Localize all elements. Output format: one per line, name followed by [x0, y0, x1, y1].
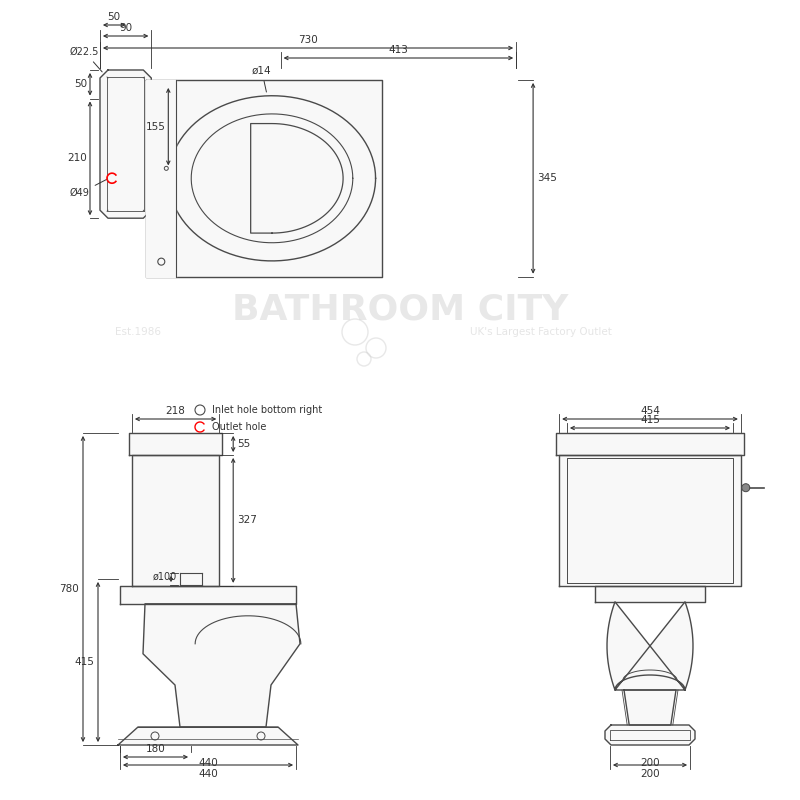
Text: ø100: ø100 — [153, 572, 177, 582]
Text: 50: 50 — [74, 79, 87, 90]
Polygon shape — [556, 433, 744, 455]
Text: 413: 413 — [389, 45, 408, 55]
Polygon shape — [129, 433, 222, 455]
Text: Ø49: Ø49 — [70, 179, 106, 198]
Text: BATHROOM CITY: BATHROOM CITY — [232, 293, 568, 327]
Polygon shape — [595, 586, 705, 602]
Text: 155: 155 — [146, 122, 166, 132]
Text: Ø22.5: Ø22.5 — [70, 47, 102, 72]
Text: 454: 454 — [640, 406, 660, 416]
Text: Inlet hole bottom right: Inlet hole bottom right — [212, 405, 322, 415]
Text: 50: 50 — [108, 12, 121, 22]
Polygon shape — [605, 725, 695, 745]
Text: ø14: ø14 — [252, 66, 272, 92]
Text: 55: 55 — [237, 439, 250, 449]
Text: 200: 200 — [640, 769, 660, 779]
Polygon shape — [120, 586, 296, 604]
Text: 210: 210 — [67, 154, 87, 163]
Polygon shape — [624, 690, 676, 725]
Text: 440: 440 — [198, 769, 218, 779]
Polygon shape — [143, 604, 300, 727]
Text: 218: 218 — [166, 406, 186, 416]
Text: 415: 415 — [640, 415, 660, 425]
Text: 327: 327 — [237, 515, 257, 526]
Text: 200: 200 — [640, 758, 660, 768]
Polygon shape — [146, 80, 176, 277]
Text: 440: 440 — [198, 758, 218, 768]
Polygon shape — [118, 727, 298, 745]
Text: UK's Largest Factory Outlet: UK's Largest Factory Outlet — [470, 327, 612, 337]
Polygon shape — [132, 455, 219, 586]
Text: 90: 90 — [119, 23, 132, 33]
Circle shape — [742, 484, 750, 492]
Polygon shape — [146, 80, 382, 277]
Text: Outlet hole: Outlet hole — [212, 422, 266, 432]
Polygon shape — [100, 70, 151, 218]
Text: 415: 415 — [74, 657, 94, 667]
Text: 180: 180 — [146, 744, 166, 754]
Text: 345: 345 — [537, 174, 557, 183]
Text: 730: 730 — [298, 35, 318, 45]
Polygon shape — [559, 455, 741, 586]
Polygon shape — [607, 602, 693, 690]
Text: 780: 780 — [59, 584, 79, 594]
Text: Est.1986: Est.1986 — [115, 327, 161, 337]
